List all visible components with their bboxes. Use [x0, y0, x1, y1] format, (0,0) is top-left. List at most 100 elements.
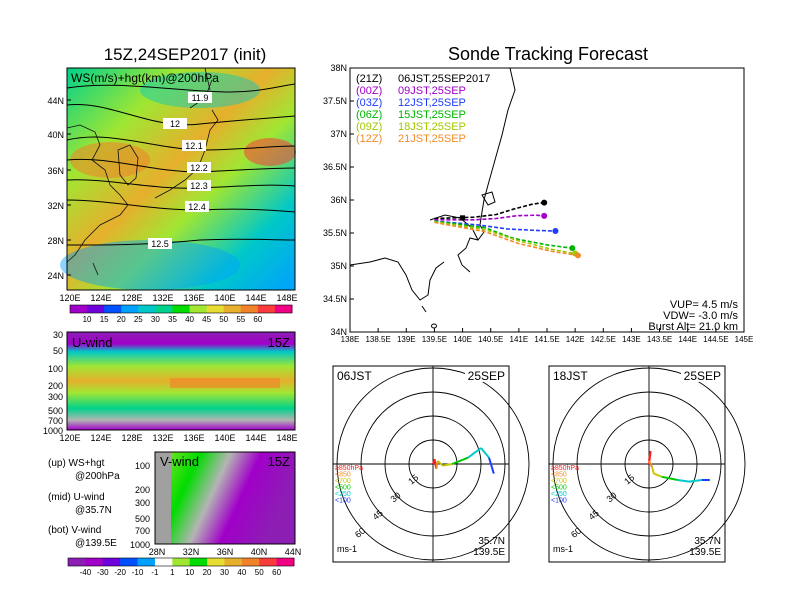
coast-taiwan [92, 262, 99, 276]
v-wind-label: V-wind [160, 454, 199, 469]
p-tick-label: 100 [135, 461, 150, 471]
colorbar-tick: -20 [114, 568, 126, 577]
contour-label-bg [185, 201, 209, 212]
contour-label: 11.9 [192, 93, 209, 103]
lon-tick-label: 136E [183, 433, 204, 443]
lat-tick-label: 37.5N [323, 96, 347, 106]
lon-tick-label: 139.5E [422, 335, 447, 344]
v-wind-p-ticks: 100 200 300 500 700 1000 [130, 461, 150, 550]
ws-colorbar: 10 15 20 25 30 35 40 45 50 55 60 [69, 304, 293, 324]
v-wind-terrain [155, 452, 171, 544]
track-legend: (21Z) 06JST,25SEP2017 (00Z) 09JST,25SEP (03Z… [356, 73, 490, 145]
param-burst: Burst Alt= 21.0 km [648, 321, 738, 333]
hodo-segment [661, 475, 678, 481]
lon-tick-label: 120E [59, 293, 80, 303]
lon-tick-label: 145E [735, 335, 754, 344]
contour-label-bg [187, 180, 211, 191]
hodo-ring-label: 15 [622, 472, 636, 486]
hodo-ring-label: 15 [406, 472, 420, 486]
hodo-level-label: <250 [335, 491, 351, 498]
hodo-level-label: <100 [335, 498, 351, 505]
lon-tick-label: 120E [59, 433, 80, 443]
hodo-level-label: <700 [551, 478, 567, 485]
legend-jst: 18JST,25SEP [398, 121, 466, 133]
colorbar-tick: 55 [236, 315, 245, 324]
legend-bot-2: @139.5E [75, 538, 117, 549]
track-lines [434, 199, 581, 259]
lat-tick-label: 24N [47, 271, 64, 281]
colorbar-tick: 30 [151, 315, 160, 324]
lat-tick-label: 32N [183, 547, 200, 557]
lon-tick-label: 132E [152, 433, 173, 443]
lat-tick-label: 44N [47, 96, 64, 106]
colorbar-cell [85, 558, 104, 566]
param-vdw: VDW= -3.0 m/s [663, 310, 738, 322]
colorbar-cell [189, 558, 208, 566]
colorbar-tick: 25 [134, 315, 143, 324]
lon-tick-label: 124E [90, 433, 111, 443]
track-line [434, 221, 579, 257]
lon-tick-label: 140E [453, 335, 472, 344]
lon-tick-label: 142.5E [591, 335, 616, 344]
p-tick-label: 200 [48, 381, 63, 391]
legend-jst: 15JST,25SEP [398, 109, 466, 121]
coastlines [66, 67, 219, 276]
colorbar-tick: 50 [255, 568, 264, 577]
p-tick-label: 700 [48, 416, 63, 426]
hodo-segment [435, 460, 439, 469]
colorbar-cell [70, 305, 88, 313]
track-endpoint [574, 252, 581, 259]
p-tick-label: 100 [48, 364, 63, 374]
hodo-segment [688, 479, 702, 483]
lon-tick-label: 144E [678, 335, 697, 344]
hodo-level-label: <700 [335, 478, 351, 485]
colorbar-cell [121, 305, 139, 313]
hodo-level-label: <500 [551, 485, 567, 492]
contour-label-bg [148, 238, 172, 249]
hodo-unit: ms-1 [337, 544, 357, 554]
track-endpoint [541, 212, 548, 219]
hodo-lat: 35.7N [694, 536, 721, 547]
colorbar-cell [172, 305, 191, 313]
u-wind-time: 15Z [268, 335, 290, 350]
hodo-segment [451, 456, 469, 465]
legend-bot-1: (bot) V-wind [48, 525, 101, 536]
colorbar-tick: 10 [83, 315, 92, 324]
hodo-segment [648, 451, 652, 461]
hodo-time-bg [551, 368, 587, 382]
hodo-ring-label: 60 [569, 526, 583, 540]
hodo-segment [437, 460, 444, 467]
colorbar-tick: 60 [272, 568, 281, 577]
legend-jst: 21JST,25SEP [398, 133, 466, 145]
colorbar-cell [259, 558, 278, 566]
coast-islet [421, 305, 427, 313]
p-tick-label: 50 [53, 346, 63, 356]
hodo-date: 25SEP [684, 369, 721, 383]
colorbar-frame [69, 304, 293, 314]
lat-tick-label: 28N [149, 547, 166, 557]
v-wind-panel: V-wind 15Z 100 200 300 500 700 1000 28N 32N 36N… [130, 451, 301, 557]
track-map-panel: 38N 37.5N 37N 36.5N 36N 35.5N 35N 34.5N 34N 138E… [323, 63, 753, 344]
colorbar-cell [120, 558, 139, 566]
lat-tick-label: 40N [47, 130, 64, 140]
colorbar-frame [67, 557, 295, 567]
v-wind-field [155, 452, 295, 544]
ws-lon-ticks: 120E 124E 128E 132E 136E 140E 144E 148E [59, 293, 297, 303]
legend-up-2: @200hPa [75, 471, 120, 482]
hodo-ring-label: 45 [371, 508, 385, 522]
legend-mid-2: @35.7N [75, 505, 112, 516]
legend-utc: (00Z) [356, 85, 382, 97]
hodo-time: 06JST [337, 369, 372, 383]
colorbar-tick: 1 [170, 568, 175, 577]
contour-label-bg [188, 92, 212, 103]
track-endpoint [569, 245, 576, 252]
track-endpoint [541, 199, 548, 206]
p-tick-label: 300 [135, 498, 150, 508]
ws-map-label: WS(m/s)+hgt(km)@200hPa [71, 71, 219, 85]
u-wind-frame [66, 331, 296, 431]
ws-lat-ticks: 44N 40N 36N 32N 28N 24N [47, 96, 71, 281]
p-tick-label: 200 [135, 485, 150, 495]
